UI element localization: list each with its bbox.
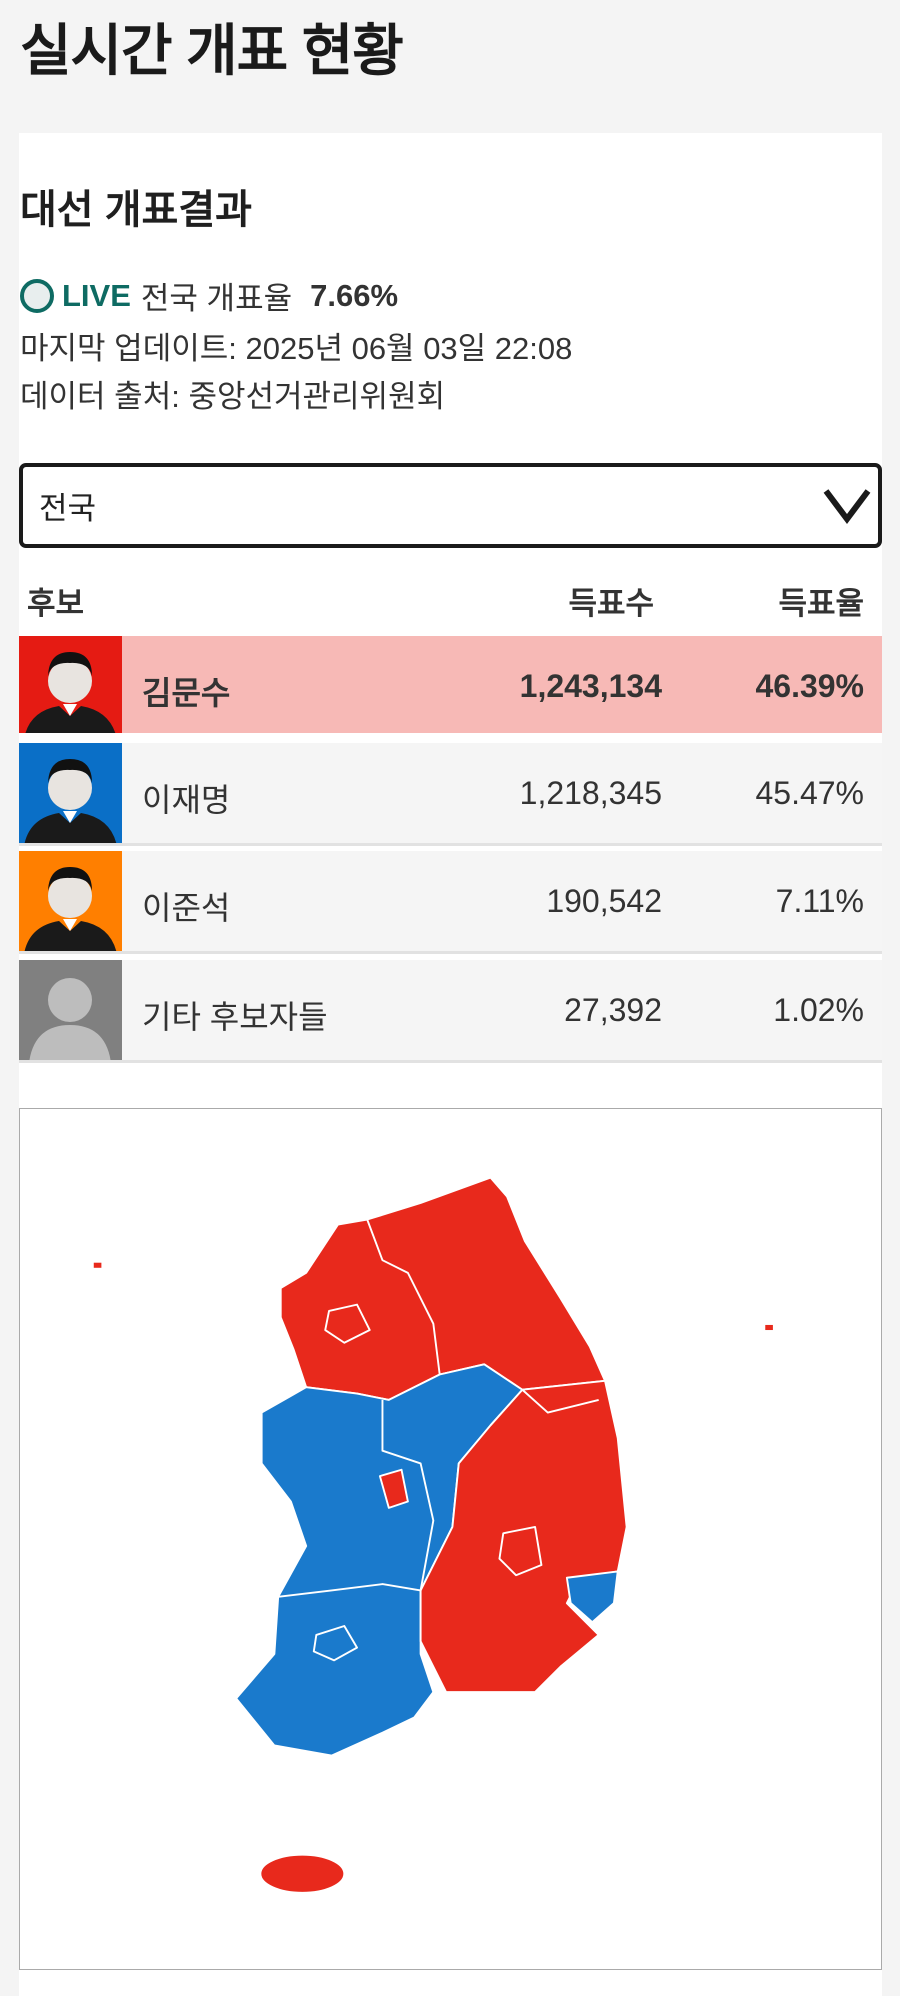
candidate-percent: 45.47% <box>755 775 864 811</box>
count-rate-label: 전국 개표율 <box>140 281 293 316</box>
results-map[interactable] <box>19 1108 882 1970</box>
region-north[interactable] <box>279 1176 606 1401</box>
page-title: 실시간 개표 현황 <box>20 19 404 82</box>
candidate-row[interactable]: 이재명 1,218,345 45.47% <box>19 743 882 846</box>
region-jeju[interactable] <box>259 1853 346 1894</box>
live-indicator-icon <box>20 278 54 313</box>
header-percent: 득표율 <box>778 586 864 621</box>
chevron-down-icon <box>823 489 871 524</box>
candidate-votes: 1,243,134 <box>519 668 662 704</box>
region-select[interactable]: 전국 <box>19 463 882 548</box>
region-gwangju[interactable] <box>312 1625 358 1662</box>
region-seoul[interactable] <box>324 1303 371 1344</box>
candidate-name: 이재명 <box>142 782 231 818</box>
candidate-percent: 7.11% <box>775 883 864 919</box>
candidate-votes: 27,392 <box>564 992 662 1028</box>
section-title: 대선 개표결과 <box>20 188 252 232</box>
candidate-percent: 1.02% <box>773 992 864 1028</box>
korea-map <box>93 1176 773 1894</box>
candidate-photo <box>19 960 122 1060</box>
region-daegu[interactable] <box>498 1525 543 1577</box>
live-status: LIVE 전국 개표율 7.66% <box>20 273 398 318</box>
region-busan[interactable] <box>565 1570 619 1624</box>
region-sejong[interactable] <box>378 1468 409 1509</box>
candidate-name: 이준석 <box>142 890 231 926</box>
candidate-name: 김문수 <box>142 675 231 711</box>
data-source: 데이터 출처: 중앙선거관리위원회 <box>20 379 446 414</box>
candidate-row[interactable]: 기타 후보자들 27,392 1.02% <box>19 960 882 1063</box>
candidate-name: 기타 후보자들 <box>142 999 328 1035</box>
candidate-photo <box>19 851 122 951</box>
last-update: 마지막 업데이트: 2025년 06월 03일 22:08 <box>20 331 573 366</box>
live-badge: LIVE <box>62 277 131 313</box>
candidate-percent: 46.39% <box>755 668 864 704</box>
results-card: 대선 개표결과 LIVE 전국 개표율 7.66% 마지막 업데이트: 2025… <box>19 133 882 1996</box>
table-header: 후보 득표수 득표율 <box>19 578 882 628</box>
header-votes: 득표수 <box>568 586 654 621</box>
candidate-row[interactable]: 이준석 190,542 7.11% <box>19 851 882 954</box>
candidate-votes: 190,542 <box>546 883 662 919</box>
region-select-value: 전국 <box>39 491 97 526</box>
header-candidate: 후보 <box>27 586 85 621</box>
candidate-photo <box>19 636 122 733</box>
candidate-votes: 1,218,345 <box>519 775 662 811</box>
count-rate-value: 7.66% <box>310 277 399 313</box>
candidate-row[interactable]: 김문수 1,243,134 46.39% <box>19 636 882 739</box>
candidate-photo <box>19 743 122 843</box>
